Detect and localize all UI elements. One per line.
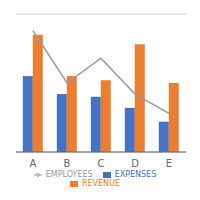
html-text:EXPENSES: EXPENSES (114, 170, 157, 179)
html-text:EMPLOYEES: EMPLOYEES (45, 170, 93, 179)
html-text:REVENUE: REVENUE (82, 179, 120, 188)
svg-text:D: D (131, 158, 139, 169)
svg-text:E: E (166, 158, 172, 169)
svg-text:C: C (98, 158, 105, 169)
svg-text:A: A (30, 158, 37, 169)
svg-text:B: B (64, 158, 71, 169)
